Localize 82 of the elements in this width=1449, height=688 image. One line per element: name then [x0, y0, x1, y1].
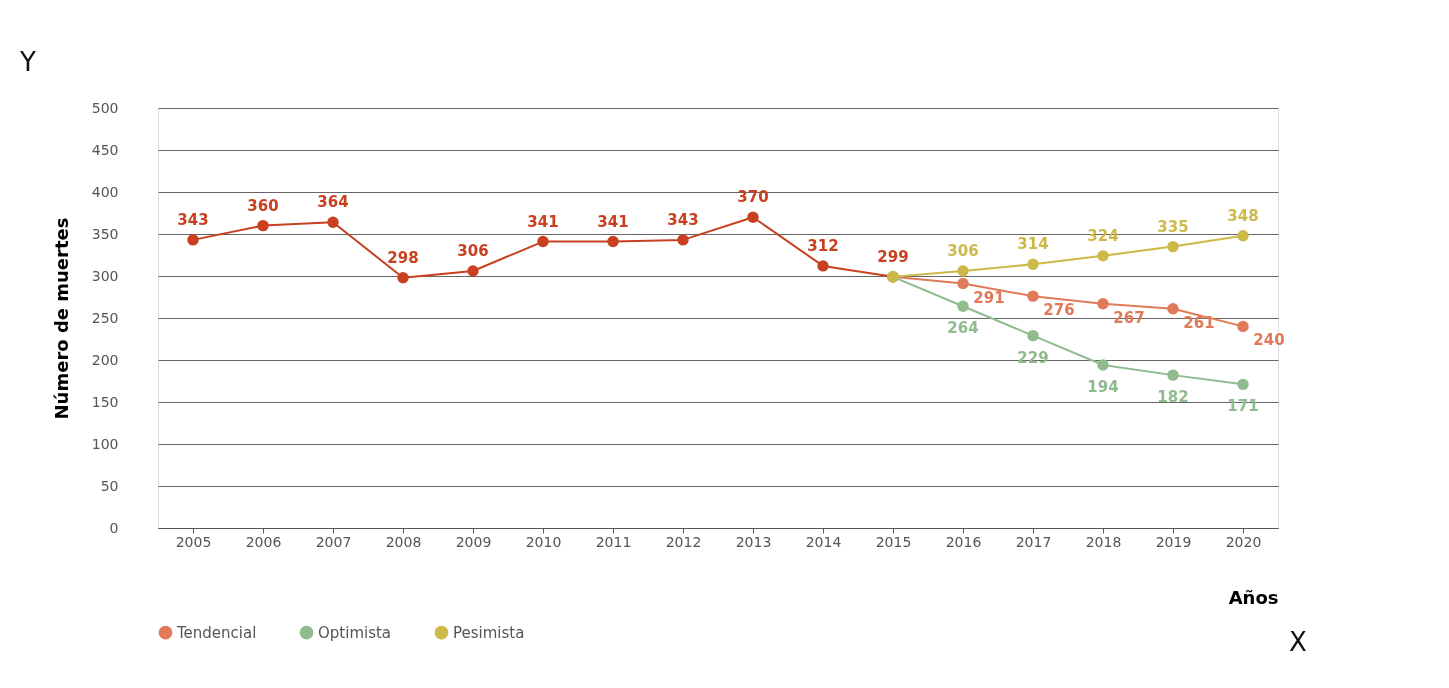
point — [1237, 320, 1249, 333]
point — [1097, 298, 1109, 310]
text: X — [1289, 627, 1307, 657]
point — [467, 265, 479, 277]
x-tick-label: 2013 — [735, 533, 772, 550]
point — [817, 260, 829, 272]
point — [1097, 250, 1109, 262]
point — [747, 211, 759, 223]
x-tick-label: 2007 — [315, 533, 352, 550]
y-tick-label: 200 — [91, 351, 119, 368]
x-tick-label: 2020 — [1225, 533, 1262, 550]
point — [537, 235, 549, 248]
data-label: 370 — [737, 188, 769, 207]
y-tick-label: 500 — [91, 99, 119, 116]
point — [1027, 258, 1039, 270]
data-label: 360 — [247, 196, 279, 215]
legend-label: Optimista — [318, 623, 392, 642]
text: Y — [19, 47, 37, 77]
data-label: 335 — [1157, 217, 1189, 236]
point — [957, 300, 969, 312]
x-tick-label: 2010 — [525, 533, 562, 550]
x-tick-label: 2016 — [945, 533, 982, 550]
y-tick-label: 250 — [91, 309, 119, 326]
x-tick-label: 2009 — [455, 533, 492, 550]
point — [1167, 303, 1179, 315]
x-tick-label: 2006 — [245, 533, 282, 550]
data-label: 182 — [1157, 388, 1189, 407]
data-label: 264 — [947, 319, 979, 338]
y-axis-title: Número de muertes — [50, 217, 72, 420]
data-label: 341 — [597, 212, 629, 231]
x-tick-label: 2018 — [1085, 533, 1122, 550]
y-tick-label: 0 — [109, 519, 119, 536]
x-tick-label: 2011 — [595, 533, 632, 550]
point — [327, 216, 339, 228]
x-tick-label: 2008 — [385, 533, 422, 550]
data-label: 343 — [667, 210, 699, 229]
x-tick-label: 2014 — [805, 533, 842, 550]
data-label: 306 — [457, 241, 489, 260]
y-tick-label: 350 — [91, 225, 119, 242]
point — [607, 235, 619, 248]
data-label: 343 — [177, 210, 209, 229]
x-tick-label: 2019 — [1155, 533, 1192, 550]
x-tick-label: 2015 — [875, 533, 912, 550]
data-label: 298 — [387, 248, 419, 267]
y-tick-label: 300 — [91, 267, 119, 284]
x-axis-title: Años — [1228, 586, 1279, 608]
x-tick-label: 2017 — [1015, 533, 1052, 550]
y-tick-label: 450 — [91, 141, 119, 158]
point — [1027, 329, 1039, 342]
legend-label: Tendencial — [176, 623, 257, 642]
data-label: 240 — [1253, 331, 1285, 350]
data-label: 276 — [1043, 301, 1075, 320]
data-label: 306 — [947, 241, 979, 260]
y-tick-label: 400 — [91, 183, 119, 200]
legend-label: Pesimista — [453, 623, 525, 642]
data-label: 261 — [1183, 313, 1215, 332]
data-label: 299 — [877, 247, 909, 266]
y-tick-label: 100 — [91, 435, 119, 452]
data-label: 312 — [807, 236, 839, 255]
data-label: 314 — [1017, 235, 1049, 254]
point — [1167, 240, 1179, 253]
data-label: 364 — [317, 193, 349, 212]
data-label: 341 — [527, 212, 559, 231]
point — [1167, 369, 1179, 381]
x-tick-label: 2012 — [665, 533, 702, 550]
point — [257, 219, 269, 232]
x-tick-label: 2005 — [175, 533, 212, 550]
data-label: 348 — [1227, 206, 1259, 225]
data-label: 194 — [1087, 378, 1119, 397]
point — [187, 234, 199, 246]
point — [957, 277, 969, 290]
point — [1097, 359, 1109, 371]
data-label: 171 — [1227, 397, 1259, 416]
data-label: 291 — [973, 288, 1005, 307]
point — [397, 271, 409, 284]
point — [677, 234, 689, 246]
y-tick-label: 150 — [91, 393, 119, 410]
point — [1237, 378, 1249, 391]
point — [1027, 290, 1039, 302]
y-tick-label: 50 — [100, 477, 119, 494]
point — [957, 265, 969, 277]
point — [1237, 229, 1249, 242]
